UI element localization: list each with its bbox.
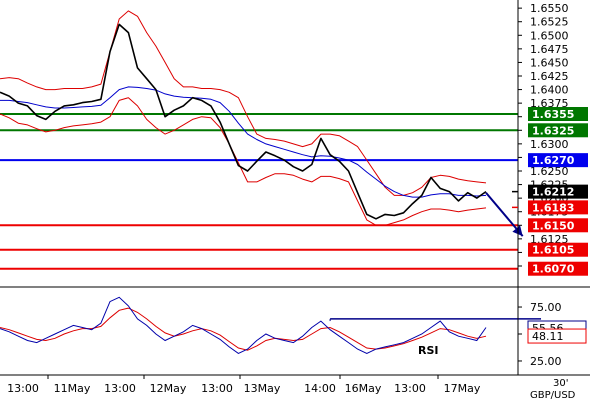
symbol-label: GBP/USD xyxy=(530,390,576,400)
price-series-line-0 xyxy=(0,23,487,220)
price-tick-label-0: 1.6550 xyxy=(530,2,569,15)
rsi-series-group xyxy=(0,296,487,354)
rsi-tag-label-1: 48.11 xyxy=(532,330,564,343)
level-tag-bg-0 xyxy=(528,107,588,121)
level-tag-bg-1 xyxy=(528,123,588,138)
rsi-series-line-1 xyxy=(0,307,487,351)
price-tick-label-3: 1.6475 xyxy=(530,43,569,56)
price-tick-label-12: 1.6250 xyxy=(530,165,569,178)
time-label-4: 13:00 xyxy=(201,382,233,395)
price-tick-label-10: 1.6300 xyxy=(530,138,569,151)
rsi-tag-bg-1 xyxy=(527,328,587,344)
price-tag-label-0: 1.6212 xyxy=(532,186,574,199)
price-tick-label-2: 1.6500 xyxy=(530,29,569,42)
forecast-arrow xyxy=(485,192,524,237)
level-tag-label-4: 1.6105 xyxy=(532,244,574,257)
time-axis: 13:00 11May 13:00 12May 13:00 13May 14:00 16May… xyxy=(7,375,481,395)
price-tag-label-1: 1.6183 xyxy=(532,201,574,214)
time-label-3: 12May xyxy=(150,382,187,395)
rsi-series-line-0 xyxy=(0,296,487,354)
time-label-1: 11May xyxy=(54,382,91,395)
price-axis: 1.65501.65251.65001.64751.64501.64251.64… xyxy=(512,2,588,276)
level-tag-label-3: 1.6150 xyxy=(532,219,575,232)
price-tick-label-4: 1.6450 xyxy=(530,56,569,69)
price-tick-label-5: 1.6425 xyxy=(530,70,569,83)
level-tag-label-5: 1.6070 xyxy=(532,263,575,276)
price-series-line-1 xyxy=(0,86,487,198)
price-tick-label-6: 1.6400 xyxy=(530,84,569,97)
price-panel xyxy=(0,10,524,270)
price-tick-label-1: 1.6525 xyxy=(530,16,569,29)
level-tag-bg-5 xyxy=(528,261,588,276)
level-tag-label-2: 1.6270 xyxy=(532,154,575,167)
time-label-2: 13:00 xyxy=(104,382,136,395)
rsi-label: RSI xyxy=(418,344,439,357)
price-tick-label-7: 1.6375 xyxy=(530,97,569,110)
support-resistance-levels xyxy=(0,113,518,270)
timeframe-label: 30' xyxy=(553,378,568,389)
level-tag-label-1: 1.6325 xyxy=(532,124,574,137)
price-tick-label-17: 1.6125 xyxy=(530,233,569,246)
level-tag-bg-3 xyxy=(528,218,588,233)
time-label-7: 16May xyxy=(345,382,382,395)
rsi-panel: RSI xyxy=(0,296,542,357)
level-tag-bg-4 xyxy=(528,242,588,257)
price-tag-bg-1 xyxy=(528,200,588,215)
rsi-tick-label-0: 75.00 xyxy=(530,301,562,314)
rsi-tick-label-2: 25.00 xyxy=(530,355,562,368)
level-tag-label-0: 1.6355 xyxy=(532,108,574,121)
price-tag-bg-0 xyxy=(528,184,588,199)
time-label-6: 14:00 xyxy=(304,382,336,395)
price-series-line-3 xyxy=(0,97,487,226)
time-label-0: 13:00 xyxy=(7,382,39,395)
time-label-5: 13May xyxy=(244,382,281,395)
time-label-8: 13:00 xyxy=(394,382,426,395)
time-label-9: 17May xyxy=(444,382,481,395)
price-series-group xyxy=(0,10,487,226)
price-series-line-2 xyxy=(0,10,487,196)
level-tag-bg-2 xyxy=(528,153,588,168)
rsi-trendline xyxy=(329,318,542,322)
